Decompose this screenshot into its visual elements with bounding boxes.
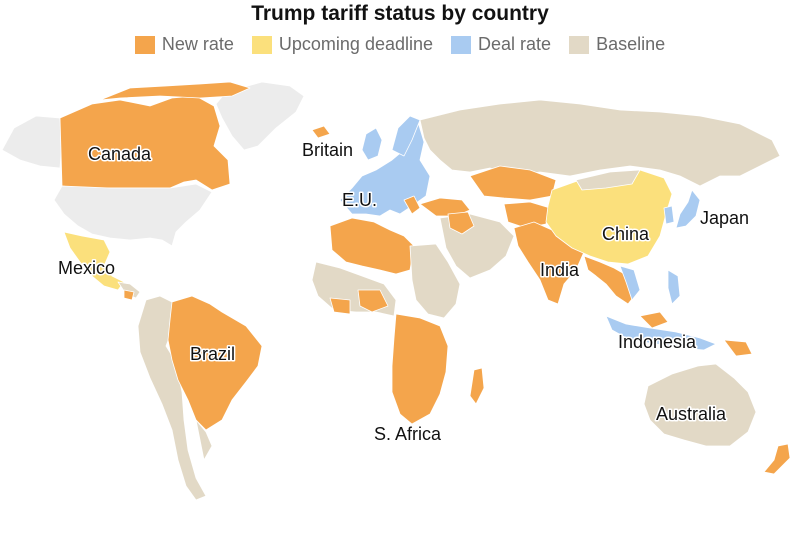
legend-label-new-rate: New rate	[161, 34, 234, 54]
region-mexico	[63, 231, 125, 291]
label-japan: Japan	[700, 208, 749, 228]
region-central-asia	[503, 201, 551, 229]
region-alaska	[1, 115, 63, 169]
region-png	[723, 339, 753, 357]
legend-item-baseline: Baseline	[569, 34, 665, 55]
label-india: India	[540, 260, 580, 280]
label-south-africa: S. Africa	[374, 424, 442, 444]
legend-swatch-new-rate	[134, 35, 155, 54]
region-africa-central	[391, 313, 449, 425]
label-canada: Canada	[88, 144, 152, 164]
legend: New rate Upcoming deadline Deal rate Bas…	[0, 34, 800, 55]
region-brazil	[167, 295, 263, 431]
region-nicaragua	[123, 289, 135, 301]
legend-item-upcoming-deadline: Upcoming deadline	[251, 34, 434, 55]
region-nigeria	[357, 289, 389, 313]
region-britain	[361, 127, 383, 161]
region-canada-islands	[99, 81, 251, 101]
region-australia	[643, 363, 757, 447]
label-indonesia: Indonesia	[618, 332, 697, 352]
label-eu: E.U.	[342, 190, 377, 210]
region-balkans	[403, 195, 421, 215]
label-brazil: Brazil	[190, 344, 235, 364]
legend-swatch-upcoming-deadline	[251, 35, 272, 54]
region-south-america-south	[195, 419, 213, 461]
region-africa-north	[329, 217, 415, 275]
region-turkey	[419, 197, 471, 217]
region-philippines	[667, 269, 681, 305]
label-australia: Australia	[656, 404, 727, 424]
region-madagascar	[469, 367, 485, 405]
region-russia	[419, 99, 781, 187]
region-mongolia	[575, 169, 641, 191]
region-iraq-syria	[447, 211, 475, 235]
map-title: Trump tariff status by country	[251, 2, 549, 25]
region-africa-east	[409, 243, 461, 319]
region-korea	[663, 205, 675, 225]
label-britain: Britain	[302, 140, 353, 160]
region-vietnam	[619, 265, 641, 301]
legend-item-deal-rate: Deal rate	[451, 34, 551, 55]
region-se-asia-mainland	[583, 255, 637, 305]
region-malaysia	[639, 311, 669, 329]
region-new-zealand	[763, 443, 791, 475]
region-west-africa-orange	[329, 297, 351, 315]
legend-swatch-baseline	[569, 35, 590, 54]
legend-swatch-deal-rate	[451, 35, 472, 54]
legend-label-upcoming-deadline: Upcoming deadline	[278, 34, 434, 54]
label-china: China	[602, 224, 650, 244]
label-mexico: Mexico	[58, 258, 115, 278]
legend-label-baseline: Baseline	[596, 34, 666, 54]
region-iceland	[311, 125, 331, 139]
region-indonesia	[605, 315, 717, 351]
legend-item-new-rate: New rate	[134, 34, 234, 55]
region-canada	[59, 95, 231, 191]
region-usa	[53, 183, 213, 247]
region-japan	[675, 189, 701, 229]
legend-label-deal-rate: Deal rate	[478, 34, 552, 54]
region-greenland	[215, 81, 305, 151]
